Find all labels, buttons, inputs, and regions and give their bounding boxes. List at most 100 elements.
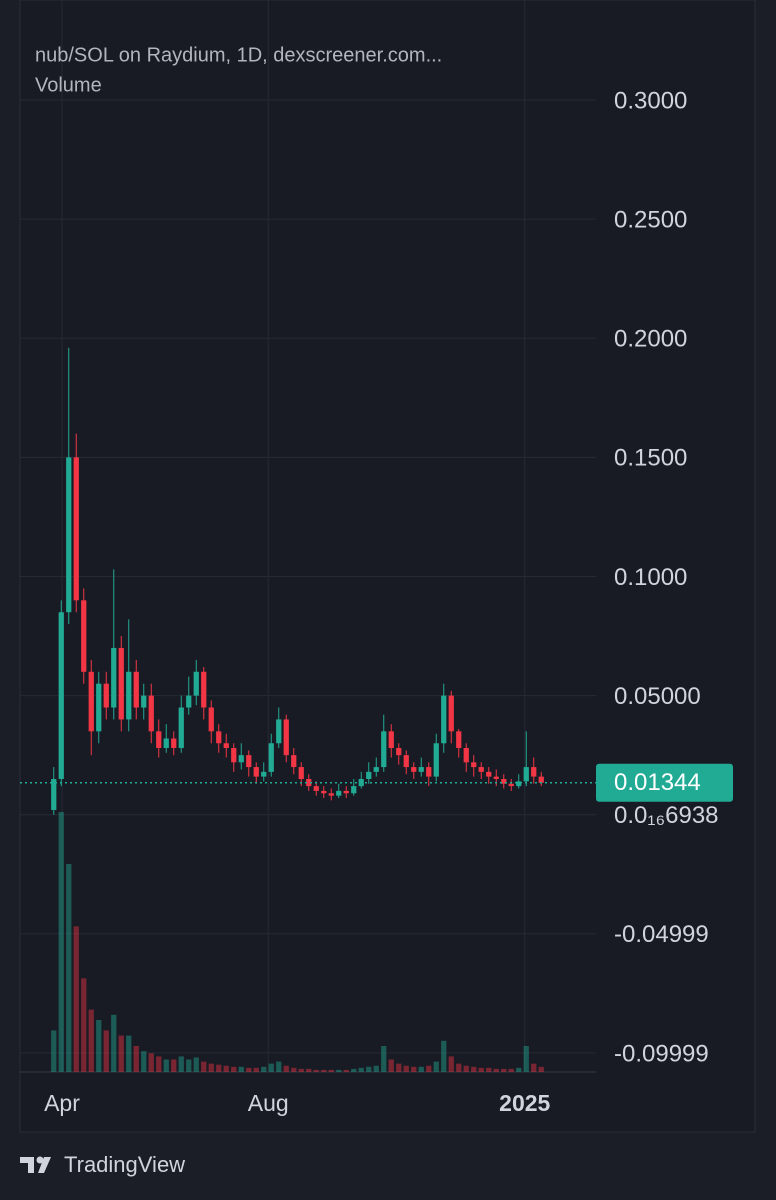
candle-body bbox=[283, 719, 289, 756]
volume-bar bbox=[388, 1059, 394, 1072]
candle-body bbox=[366, 771, 372, 779]
volume-bar bbox=[96, 1020, 102, 1072]
volume-bar bbox=[283, 1065, 289, 1072]
candle-body bbox=[313, 786, 319, 791]
candle-body bbox=[223, 743, 229, 749]
volume-bar bbox=[351, 1068, 357, 1072]
volume-bar bbox=[381, 1046, 387, 1072]
candle-body bbox=[351, 786, 357, 794]
candle-body bbox=[433, 743, 439, 777]
volume-bar bbox=[81, 978, 87, 1072]
volume-bar bbox=[433, 1061, 439, 1072]
y-tick-label: 0.3000 bbox=[614, 87, 687, 114]
volume-bar bbox=[343, 1069, 349, 1072]
volume-bar bbox=[523, 1046, 529, 1072]
volume-bar bbox=[276, 1061, 282, 1072]
volume-bar bbox=[508, 1068, 514, 1072]
volume-bar bbox=[538, 1066, 544, 1072]
volume-bar bbox=[58, 812, 64, 1072]
volume-bar bbox=[133, 1046, 139, 1072]
volume-bar bbox=[186, 1059, 192, 1072]
candle-body bbox=[508, 783, 514, 787]
candle-body bbox=[388, 731, 394, 749]
volume-bar bbox=[216, 1064, 222, 1072]
last-price-label: 0.01344 bbox=[614, 769, 701, 796]
volume-bar bbox=[208, 1063, 214, 1072]
candle-body bbox=[58, 612, 64, 779]
candle-body bbox=[51, 778, 57, 810]
volume-bar bbox=[238, 1066, 244, 1072]
candles bbox=[51, 347, 544, 815]
volume-bar bbox=[193, 1057, 199, 1072]
candle-body bbox=[538, 776, 544, 783]
volume-pane bbox=[51, 812, 544, 1072]
candle-body bbox=[231, 748, 237, 763]
volume-bar bbox=[486, 1067, 492, 1072]
candle-body bbox=[478, 767, 484, 772]
volume-bar bbox=[313, 1069, 319, 1072]
x-tick-label: Aug bbox=[248, 1090, 289, 1116]
volume-bar bbox=[111, 1014, 117, 1072]
candle-body bbox=[418, 767, 424, 772]
volume-bar bbox=[126, 1035, 132, 1072]
volume-bar bbox=[223, 1065, 229, 1072]
candle-body bbox=[96, 683, 102, 732]
volume-bar bbox=[51, 1030, 57, 1072]
candle-body bbox=[441, 695, 447, 744]
candle-body bbox=[261, 771, 267, 777]
volume-bar bbox=[253, 1067, 259, 1072]
candle-body bbox=[396, 748, 402, 756]
candle-body bbox=[253, 767, 259, 777]
volume-bar bbox=[231, 1066, 237, 1072]
volume-bar bbox=[478, 1067, 484, 1072]
volume-bar bbox=[141, 1051, 147, 1072]
candle-body bbox=[178, 707, 184, 749]
volume-bar bbox=[456, 1063, 462, 1072]
candle-body bbox=[126, 671, 132, 720]
volume-bar bbox=[306, 1068, 312, 1072]
grid bbox=[20, 0, 596, 1072]
volume-bar bbox=[163, 1059, 169, 1072]
y-tick-label: 0.1000 bbox=[614, 564, 687, 591]
candle-body bbox=[81, 600, 87, 672]
candle-body bbox=[201, 671, 207, 708]
volume-bar bbox=[448, 1056, 454, 1072]
volume-bar bbox=[298, 1068, 304, 1072]
volume-bar bbox=[441, 1040, 447, 1072]
volume-bar bbox=[426, 1065, 432, 1072]
candle-body bbox=[381, 731, 387, 768]
candle-body bbox=[291, 755, 297, 768]
volume-bar bbox=[418, 1066, 424, 1072]
volume-bar bbox=[268, 1063, 274, 1072]
candle-body bbox=[118, 647, 124, 720]
volume-bar bbox=[411, 1066, 417, 1072]
volume-bar bbox=[366, 1066, 372, 1072]
y-tick-label: 0.2500 bbox=[614, 207, 687, 234]
candle-body bbox=[493, 776, 499, 779]
candle-body bbox=[373, 767, 379, 772]
candle-body bbox=[411, 767, 417, 772]
candle-body bbox=[141, 695, 147, 708]
candle-body bbox=[501, 778, 507, 784]
candle-body bbox=[148, 695, 154, 732]
volume-bar bbox=[321, 1069, 327, 1072]
y-tick-label: 0.2000 bbox=[614, 326, 687, 353]
candle-body bbox=[133, 671, 139, 708]
candle-body bbox=[306, 778, 312, 787]
volume-label: Volume bbox=[35, 74, 102, 96]
volume-bar bbox=[261, 1066, 267, 1072]
candle-body bbox=[73, 457, 79, 601]
volume-bar bbox=[336, 1069, 342, 1072]
candle-body bbox=[343, 790, 349, 794]
volume-bar bbox=[516, 1067, 522, 1072]
y-tick-label: 0.0₁₆6938 bbox=[614, 802, 719, 829]
volume-bar bbox=[396, 1063, 402, 1072]
volume-bar bbox=[148, 1053, 154, 1072]
candle-body bbox=[186, 695, 192, 708]
candle-body bbox=[156, 731, 162, 749]
volume-bar bbox=[471, 1066, 477, 1072]
volume-bar bbox=[493, 1068, 499, 1072]
last-price-box bbox=[596, 763, 733, 802]
candle-body bbox=[163, 738, 169, 749]
candle-body bbox=[328, 793, 334, 796]
